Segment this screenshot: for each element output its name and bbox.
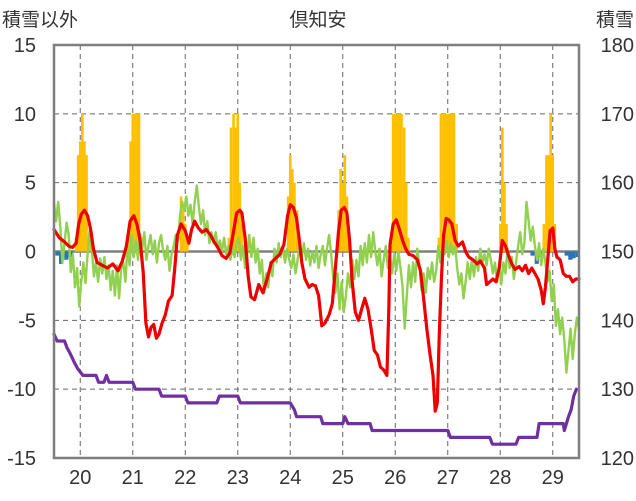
- orange-bar: [135, 113, 139, 252]
- orange-bar: [186, 237, 189, 252]
- right-tick-label: 170: [601, 104, 634, 126]
- right-tick-label: 180: [601, 35, 634, 57]
- orange-bar: [129, 141, 132, 252]
- orange-bar: [549, 113, 552, 252]
- left-tick-label: 15: [14, 35, 36, 57]
- orange-bar: [227, 237, 231, 252]
- left-tick-label: -15: [7, 448, 36, 470]
- orange-bar: [291, 168, 294, 252]
- right-tick-label: 150: [601, 242, 634, 264]
- orange-bar: [229, 127, 233, 252]
- orange-bar: [341, 182, 345, 252]
- orange-bar: [137, 113, 141, 252]
- orange-bar: [498, 223, 502, 252]
- orange-bar: [391, 113, 395, 252]
- orange-bar: [407, 237, 410, 252]
- orange-bar: [437, 237, 441, 252]
- left-tick-label: 5: [25, 173, 36, 195]
- orange-bar: [404, 182, 408, 252]
- orange-bar: [232, 113, 235, 252]
- right-tick-label: 120: [601, 448, 634, 470]
- blue-bar: [64, 251, 69, 260]
- orange-bar: [547, 155, 550, 252]
- blue-bar: [564, 251, 569, 256]
- tick-labels: 15 10 5 0 -5 -10 -15 180 170 160 150 140 130 120 20 21 2…: [7, 35, 634, 489]
- x-tick-label: 21: [122, 467, 144, 489]
- orange-bar: [343, 155, 347, 252]
- orange-bar: [127, 237, 130, 252]
- x-tick-label: 25: [332, 467, 354, 489]
- orange-bar: [85, 155, 88, 252]
- orange-bar: [450, 113, 454, 252]
- left-axis-title: 積雪以外: [2, 9, 78, 31]
- orange-bar: [452, 113, 456, 252]
- blue-bar: [571, 251, 576, 259]
- orange-bar: [238, 182, 242, 252]
- left-tick-label: -5: [18, 310, 36, 332]
- orange-bar: [398, 113, 401, 252]
- orange-bar: [293, 182, 296, 252]
- orange-bar: [551, 155, 555, 252]
- orange-bar: [78, 141, 82, 252]
- line-series: [52, 184, 581, 446]
- x-tick-label: 29: [542, 467, 564, 489]
- orange-bar: [448, 113, 452, 252]
- x-tick-label: 22: [174, 467, 196, 489]
- orange-bar: [83, 141, 86, 252]
- orange-bar: [455, 223, 458, 252]
- orange-bar: [133, 113, 137, 252]
- orange-bar: [501, 127, 504, 252]
- orange-bar: [545, 155, 548, 252]
- blue-bar: [575, 251, 580, 258]
- orange-bar: [234, 127, 237, 252]
- right-axis-title: 積雪: [596, 9, 634, 31]
- orange-bar: [503, 182, 506, 252]
- chart-title: 倶知安: [289, 9, 346, 31]
- orange-bar: [442, 113, 445, 252]
- x-tick-label: 23: [227, 467, 249, 489]
- orange-bar: [396, 113, 399, 252]
- orange-bar: [542, 223, 546, 252]
- x-tick-label: 28: [489, 467, 511, 489]
- red-series-line: [52, 203, 581, 413]
- orange-bar: [400, 113, 403, 252]
- orange-bar: [402, 127, 406, 252]
- x-tick-label: 27: [437, 467, 459, 489]
- blue-bar: [568, 251, 573, 260]
- left-tick-label: 10: [14, 104, 36, 126]
- orange-bar: [505, 223, 508, 252]
- left-tick-label: -10: [7, 379, 36, 401]
- plot-frame: [52, 43, 581, 460]
- orange-bar: [76, 155, 80, 252]
- x-tick-label: 24: [279, 467, 301, 489]
- orange-bar: [393, 113, 397, 252]
- orange-bar: [444, 113, 447, 252]
- right-tick-label: 140: [601, 310, 634, 332]
- purple-series-line: [52, 332, 578, 446]
- left-tick-label: 0: [25, 242, 36, 264]
- orange-bar: [446, 113, 450, 252]
- orange-bar: [439, 113, 443, 252]
- orange-bar: [131, 113, 135, 252]
- plot-border: [52, 43, 581, 460]
- blue-bar: [55, 251, 60, 256]
- x-tick-label: 20: [69, 467, 91, 489]
- right-tick-label: 130: [601, 379, 634, 401]
- orange-bar: [183, 223, 187, 252]
- x-tick-label: 26: [384, 467, 406, 489]
- right-tick-label: 160: [601, 173, 634, 195]
- orange-bar: [81, 113, 84, 252]
- orange-bar: [236, 113, 240, 252]
- orange-bar: [181, 210, 185, 252]
- orange-bar: [240, 223, 244, 252]
- blue-bar: [530, 251, 535, 256]
